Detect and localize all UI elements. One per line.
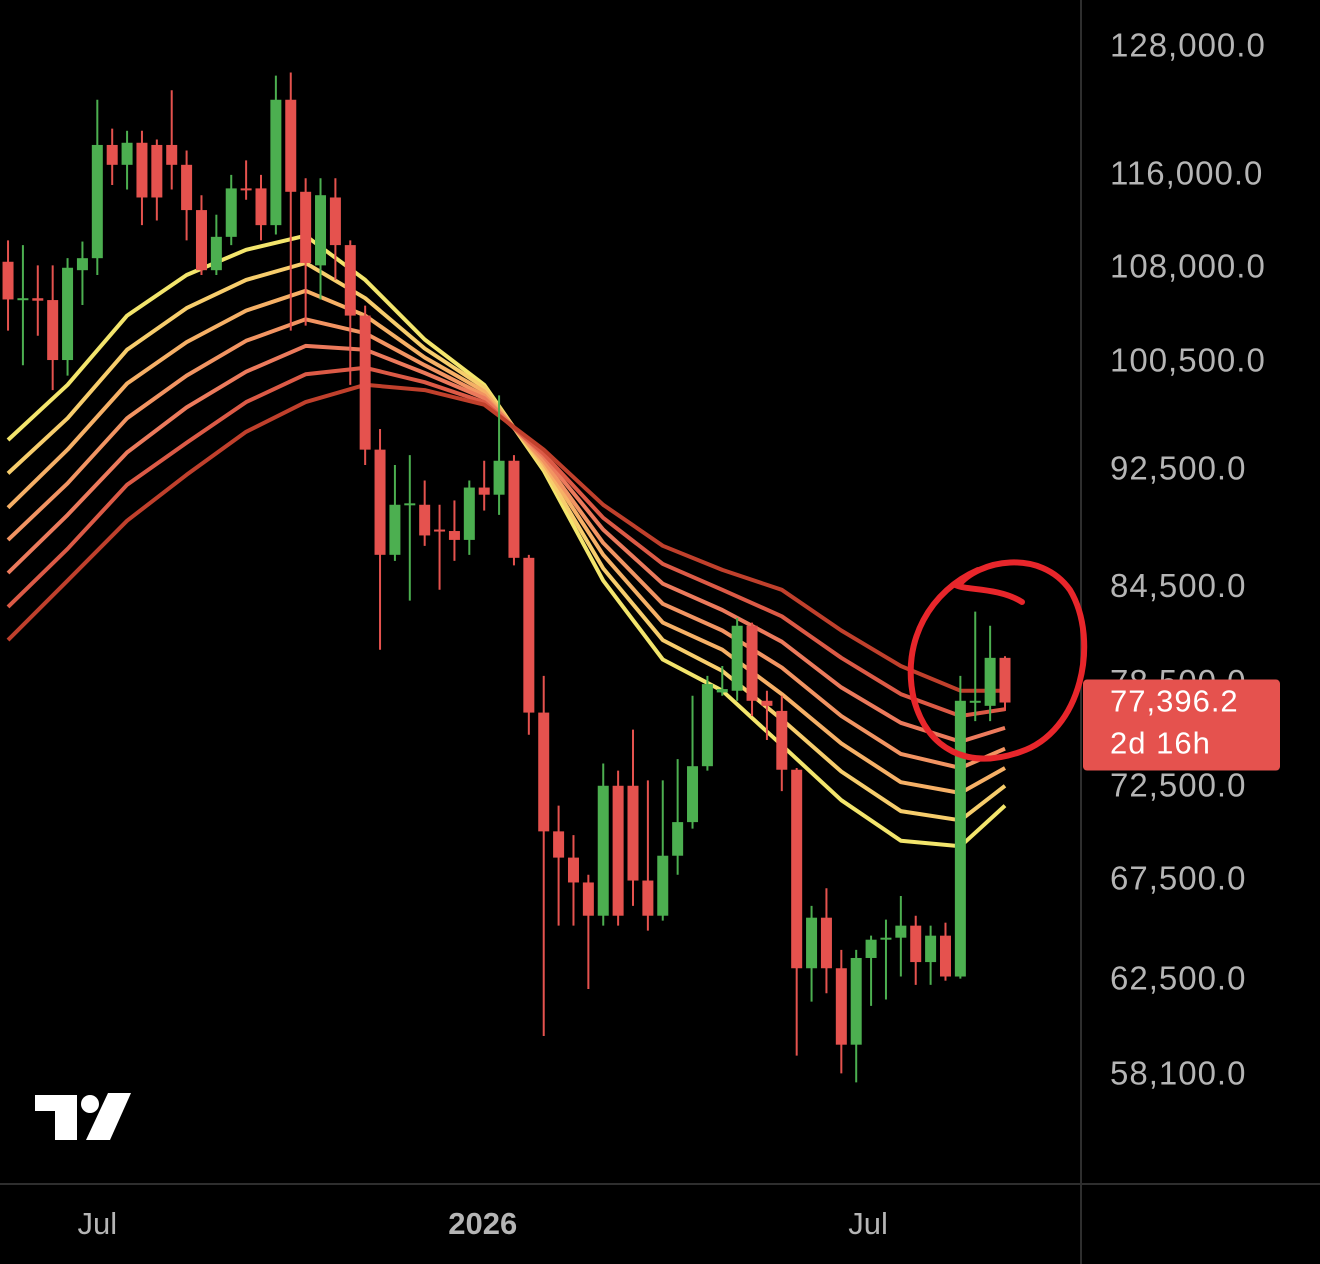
hand-drawn-circle (907, 559, 1088, 762)
candle-body (508, 460, 520, 558)
y-tick-label: 128,000.0 (1110, 27, 1266, 64)
y-tick-label: 100,500.0 (1110, 341, 1266, 378)
candle-body (984, 657, 996, 706)
candle-body (880, 937, 892, 940)
candle-body (240, 188, 252, 191)
candle-body (642, 880, 654, 916)
candle-body (225, 188, 237, 237)
candle-body (791, 769, 803, 969)
candle-body (315, 195, 327, 266)
candle-body (954, 700, 966, 977)
candle-body (136, 142, 148, 198)
candle-body (538, 712, 550, 832)
candle-body (850, 957, 862, 1045)
tradingview-logo (35, 1093, 131, 1140)
candle-body (820, 917, 832, 969)
candle-body (329, 197, 341, 246)
candle-body (895, 925, 907, 938)
ribbon-group (6, 233, 1007, 849)
x-tick-label: Jul (848, 1206, 888, 1241)
logo-part (81, 1095, 99, 1113)
candle-body (582, 882, 594, 916)
x-tick-label: Jul (77, 1206, 117, 1241)
y-tick-label: 116,000.0 (1110, 155, 1263, 192)
axis-group: 128,000.0 116,000.0 108,000.0 100,500.0 92,5… (77, 27, 1280, 1241)
candle-body (300, 191, 312, 263)
candle-body (374, 449, 386, 555)
candle-body (344, 245, 356, 316)
candle-body (910, 925, 922, 963)
candle-body (404, 503, 416, 506)
candle-body (181, 164, 193, 211)
candle-body (210, 236, 222, 271)
candle-body (195, 210, 207, 271)
candle-body (672, 822, 684, 856)
candle-body (687, 766, 699, 823)
candle-body (121, 142, 133, 165)
candle-body (627, 785, 639, 881)
candle-body (939, 935, 951, 977)
candle-body (746, 625, 758, 701)
candle-body (493, 460, 505, 495)
candle-body (359, 315, 371, 450)
price-tag-countdown: 2d 16h (1110, 726, 1211, 761)
logo-part (55, 1095, 77, 1140)
y-tick-label: 92,500.0 (1110, 449, 1246, 486)
candle-body (776, 710, 788, 770)
y-tick-label: 72,500.0 (1110, 766, 1246, 803)
candle-body (657, 855, 669, 916)
candle-body (553, 831, 565, 858)
candle-body (285, 99, 297, 192)
candle-body (865, 939, 877, 958)
candle-body (270, 99, 282, 226)
candle-body (32, 298, 44, 301)
candle-body (166, 144, 178, 165)
candle-body (999, 657, 1011, 703)
price-tag (1083, 679, 1280, 771)
candle-body (62, 267, 74, 361)
y-tick-label: 58,100.0 (1110, 1054, 1246, 1091)
candle-body (76, 258, 88, 271)
price-tag-value: 77,396.2 (1110, 684, 1239, 719)
candle-body (106, 144, 118, 165)
x-tick-label: 2026 (448, 1206, 517, 1241)
candle-body (434, 529, 446, 532)
candle-body (448, 531, 460, 540)
y-tick-label: 84,500.0 (1110, 567, 1246, 604)
candle-body (2, 261, 14, 300)
logo-part (86, 1093, 131, 1140)
candle-body (925, 935, 937, 963)
candle-body (701, 684, 713, 767)
candle-body (255, 188, 267, 226)
candle-body (17, 298, 29, 301)
candle-body (716, 689, 728, 693)
candle-body (761, 700, 773, 706)
candle-body (419, 504, 431, 536)
y-tick-label: 108,000.0 (1110, 248, 1266, 285)
candle-body (567, 857, 579, 883)
candle-body (47, 300, 59, 361)
y-tick-label: 62,500.0 (1110, 959, 1246, 996)
ribbon-line (6, 382, 1005, 693)
candle-body (91, 144, 103, 259)
candle-body (478, 487, 490, 495)
candle-body (731, 625, 743, 691)
candle-body (969, 700, 981, 703)
candle-body (389, 504, 401, 555)
candle-body (612, 785, 624, 916)
candle-body (463, 487, 475, 540)
candle-body (835, 968, 847, 1045)
candle-body (523, 557, 535, 713)
candle-body (597, 785, 609, 916)
candle-body (151, 144, 163, 198)
candle-group (2, 72, 1011, 1083)
candle-body (806, 917, 818, 969)
y-tick-label: 67,500.0 (1110, 859, 1246, 896)
